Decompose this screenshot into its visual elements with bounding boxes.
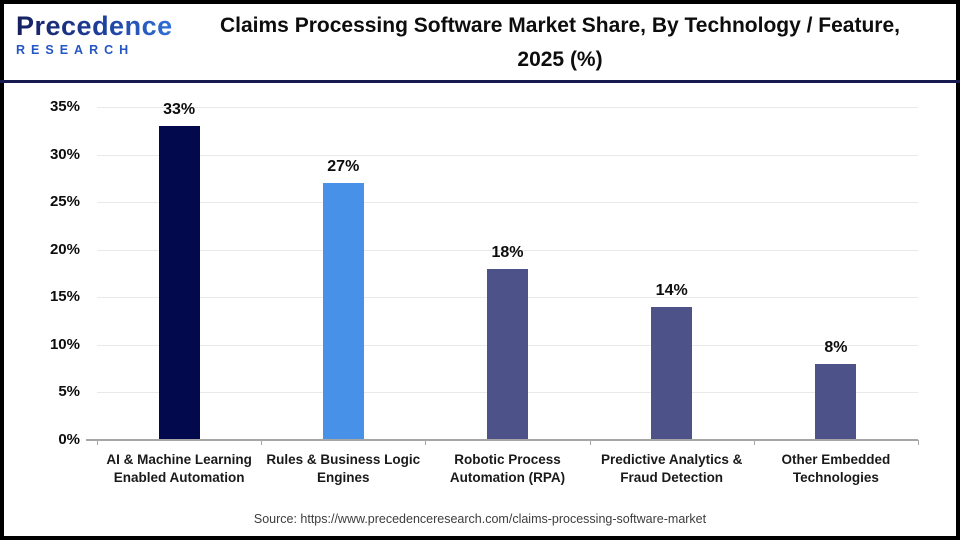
header-divider [0,80,960,83]
gridline [97,154,918,156]
x-axis-tick [261,440,263,445]
y-axis-tick-label: 35% [49,98,80,115]
bar [158,126,200,439]
brand-subtitle: RESEARCH [16,43,135,57]
x-axis-line [97,439,918,441]
brand-logo: Precedence RESEARCH [16,13,176,57]
y-axis-tick-label: 10% [49,335,80,353]
y-axis-tick-label: 20% [49,240,80,258]
source-text: Source: https://www.precedenceresearch.c… [253,512,707,526]
x-axis-tick [918,440,919,445]
bar [322,183,364,439]
x-axis-tick [589,440,591,445]
bar [487,268,528,439]
bar-value-label: 18% [491,243,524,261]
y-axis-tick-label: 5% [58,383,80,401]
y-axis-tick-label: 0% [58,431,80,448]
x-axis-tick [425,440,427,445]
y-axis-tick-label: 30% [49,145,80,163]
page-title: Claims Processing Software Market Share,… [185,9,935,77]
x-axis-tick [753,440,755,445]
category-label: Predictive Analytics & Fraud Detection [601,452,743,485]
gridline [97,249,918,251]
category-label: Robotic Process Automation (RPA) [449,452,566,485]
brand-name: Precedence [16,11,173,41]
bar-value-label: 8% [824,338,848,356]
bar-value-label: 33% [163,101,196,119]
chart-title-text: Claims Processing Software Market Share,… [220,14,900,71]
gridline [97,107,918,108]
category-label: Other Embedded Technologies [781,452,891,485]
category-label: Rules & Business Logic Engines [266,452,421,485]
x-axis-tick [97,440,98,445]
y-axis-tick-label: 25% [49,193,80,211]
y-axis-tick [86,439,97,441]
y-axis-tick-label: 15% [49,288,80,306]
gridline [97,202,918,204]
bar-value-label: 27% [327,158,360,176]
bar [815,363,857,439]
bar-value-label: 14% [655,281,688,299]
bar [651,306,693,439]
category-label: AI & Machine Learning Enabled Automation [106,452,252,485]
